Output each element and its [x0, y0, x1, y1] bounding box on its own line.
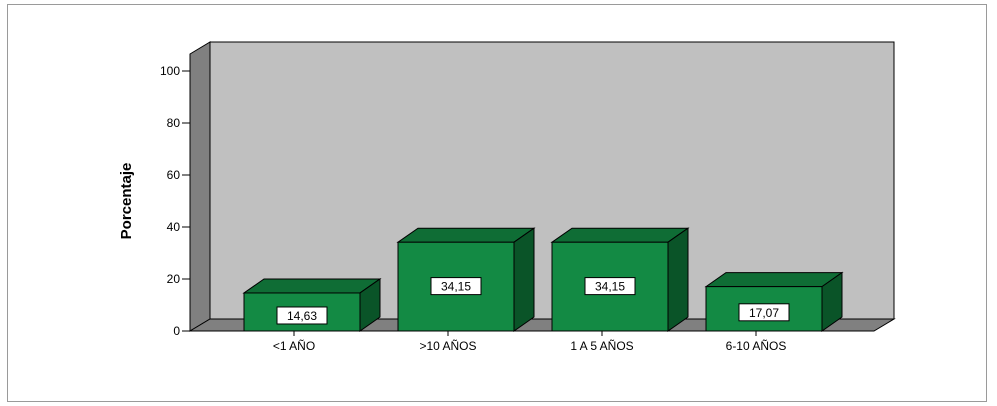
side-wall [189, 41, 211, 332]
bar-top [704, 272, 844, 288]
x-tick-label: 6-10 AÑOS [726, 339, 787, 353]
bar-side [667, 227, 689, 332]
y-tick-label: 100 [160, 64, 180, 78]
x-tick-label: >10 AÑOS [419, 339, 476, 353]
data-label: 14,63 [287, 309, 317, 323]
bar-side [513, 227, 535, 332]
x-tick-label: <1 AÑO [273, 339, 315, 353]
bar-top [242, 278, 382, 294]
data-label-box [584, 277, 636, 296]
data-label-box [430, 277, 482, 296]
y-tick-label: 40 [167, 220, 181, 234]
y-axis-label: Porcentaje [118, 163, 135, 240]
data-label: 34,15 [595, 280, 625, 294]
bar-top [550, 227, 690, 243]
y-tick-label: 20 [167, 272, 181, 286]
y-tick-label: 60 [167, 168, 181, 182]
data-label-box [738, 303, 790, 322]
bar-top [396, 227, 536, 243]
data-label-box [276, 306, 328, 325]
data-label: 17,07 [749, 306, 779, 320]
x-tick-label: 1 A 5 AÑOS [570, 339, 633, 353]
y-tick-label: 80 [167, 116, 181, 130]
y-tick-label: 0 [173, 324, 180, 338]
data-label: 34,15 [441, 280, 471, 294]
